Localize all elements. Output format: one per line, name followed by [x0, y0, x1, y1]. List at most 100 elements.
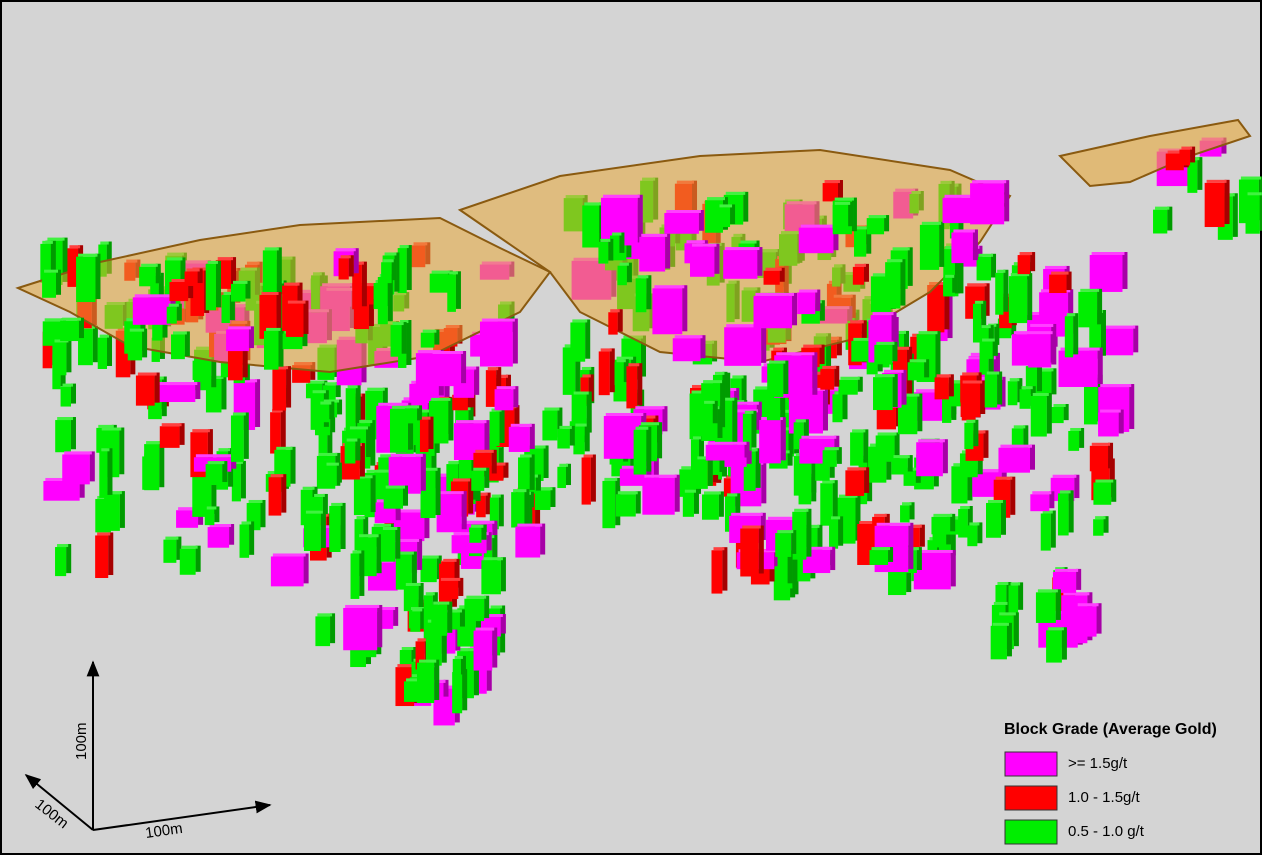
block-side — [435, 467, 441, 516]
block-shade — [997, 371, 1003, 405]
block-top — [1051, 271, 1069, 275]
block — [534, 487, 556, 510]
block-shade — [249, 521, 255, 555]
block-top-light — [834, 201, 851, 205]
block-shade — [619, 232, 625, 253]
block-side — [366, 426, 372, 458]
block-side — [991, 253, 997, 278]
axis-horizontal — [92, 800, 272, 831]
block-face — [1068, 430, 1080, 451]
block-face — [471, 470, 485, 491]
block-shade — [240, 460, 246, 499]
block-side — [368, 299, 374, 327]
block-top — [100, 241, 109, 245]
block-shade — [500, 614, 506, 634]
block-face — [494, 389, 514, 411]
block-top-light — [892, 330, 907, 334]
block-top-light — [1181, 146, 1193, 150]
block-top-light — [911, 524, 922, 528]
block-top — [287, 300, 306, 304]
block-shade — [980, 380, 986, 414]
block-shade — [498, 494, 504, 527]
block-face — [352, 264, 362, 310]
block-shade — [1096, 603, 1102, 634]
block-side — [473, 648, 479, 696]
block-side — [401, 322, 407, 354]
block-side — [954, 246, 960, 294]
block-shade — [444, 380, 450, 401]
block-top — [822, 480, 835, 484]
block-top — [946, 516, 964, 520]
block-shade — [394, 252, 400, 292]
block-top-light — [742, 525, 761, 529]
block-top — [417, 638, 427, 642]
block — [964, 419, 979, 450]
block-shade — [92, 325, 98, 363]
block-top — [129, 328, 145, 332]
block-top-light — [822, 365, 837, 369]
block-top — [98, 424, 114, 428]
block-top — [982, 338, 995, 342]
block-top-light — [945, 274, 955, 278]
block-top — [261, 291, 279, 295]
block-side — [370, 420, 376, 466]
block-shade — [1109, 458, 1115, 498]
block-face — [489, 497, 499, 530]
block-face — [1052, 571, 1077, 593]
block-side — [406, 245, 412, 290]
block-face — [557, 466, 566, 489]
block-face — [282, 333, 303, 350]
block-side — [646, 426, 652, 472]
block-face — [753, 295, 793, 329]
block-top-light — [1037, 589, 1058, 593]
block-top-light — [944, 194, 974, 198]
block-face — [615, 494, 636, 517]
block-top — [305, 510, 323, 514]
block-shade — [755, 448, 761, 488]
block-top-light — [165, 536, 179, 540]
block-side — [588, 374, 594, 402]
block-side — [779, 267, 785, 282]
block-side — [732, 397, 738, 446]
block-top-light — [604, 477, 618, 481]
block-top — [726, 493, 738, 497]
block-top-light — [999, 612, 1016, 616]
block-shade — [1050, 510, 1056, 548]
block-side — [609, 348, 615, 393]
block-shade — [468, 478, 474, 514]
block — [820, 480, 838, 526]
block-shade — [848, 201, 854, 227]
block-side — [830, 546, 836, 571]
block-top-light — [1060, 347, 1100, 351]
block-top — [839, 494, 858, 498]
block-side — [240, 460, 246, 499]
block — [169, 279, 194, 302]
block-side — [952, 274, 958, 293]
block-shade — [946, 529, 952, 545]
block-side — [431, 441, 437, 489]
block-top — [62, 317, 81, 321]
block-side — [484, 467, 490, 488]
block — [184, 268, 203, 287]
block-side — [909, 502, 915, 520]
block-face — [740, 528, 759, 577]
block-shade — [406, 320, 412, 365]
block-side — [142, 328, 148, 358]
block-top — [422, 329, 437, 333]
block — [672, 335, 706, 362]
block-side — [1068, 289, 1074, 334]
block-side — [1027, 273, 1033, 321]
block-side — [89, 451, 95, 482]
block-side — [774, 549, 780, 567]
block-side — [950, 549, 956, 587]
block-side — [584, 423, 590, 452]
block — [998, 444, 1035, 473]
block-top-light — [616, 356, 634, 360]
block-top — [893, 455, 910, 459]
block-shade — [467, 391, 473, 408]
block — [832, 201, 854, 230]
block-side — [743, 191, 749, 222]
block-shade — [866, 226, 872, 254]
block-face — [798, 227, 834, 254]
